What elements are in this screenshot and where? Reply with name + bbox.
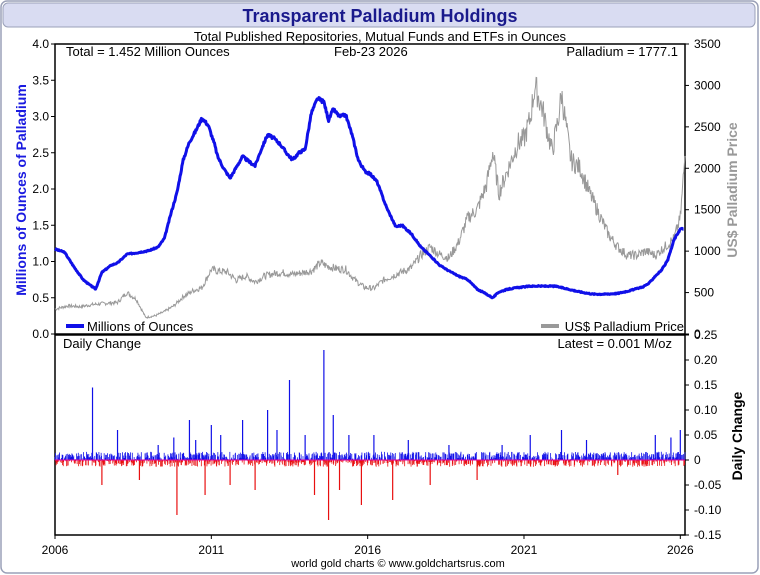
credit-line: world gold charts © www.goldchartsrus.co…	[290, 558, 505, 570]
y-left-tick-label: 1.0	[32, 255, 49, 269]
y-left-tick-label: 0.0	[32, 327, 49, 341]
y-daily-tick-label: 0	[694, 453, 701, 467]
y-right-tick-label: 1000	[694, 244, 721, 258]
y-left-tick-label: 1.5	[32, 218, 49, 232]
y-daily-tick-label: -0.05	[694, 478, 722, 492]
total-readout: Total = 1.452 Million Ounces	[66, 44, 230, 59]
x-tick-label: 2021	[511, 543, 538, 557]
y-left-tick-label: 4.0	[32, 37, 49, 51]
y-axis-left-label: Millions of Ounces of Palladium	[13, 84, 29, 296]
daily-change-title: Daily Change	[63, 336, 141, 351]
y-daily-tick-label: 0.25	[694, 328, 718, 342]
x-tick-label: 2016	[354, 543, 381, 557]
y-daily-tick-label: 0.15	[694, 378, 718, 392]
x-tick-label: 2011	[198, 543, 224, 557]
latest-readout: Latest = 0.001 M/oz	[557, 336, 672, 351]
chart-subtitle: Total Published Repositories, Mutual Fun…	[194, 29, 567, 44]
y-left-tick-label: 2.5	[32, 146, 49, 160]
x-axis-ticks: 2006 2011 2016 2021 2026	[42, 535, 694, 557]
lower-panel	[54, 334, 686, 536]
y-daily-tick-label: -0.15	[694, 528, 722, 542]
y-left-tick-label: 2.0	[32, 182, 49, 196]
price-line	[54, 76, 686, 319]
y-axis-left-ticks: 0.0 0.5 1.0 1.5 2.0 2.5 3.0 3.5 4.0	[32, 37, 55, 341]
y-daily-tick-label: 0.10	[694, 403, 718, 417]
x-tick-label: 2006	[42, 543, 69, 557]
y-right-tick-label: 2500	[694, 120, 721, 134]
y-axis-right-ticks: 0 500 1000 1500 2000 2500 3000 3500	[685, 37, 721, 341]
y-right-tick-label: 3500	[694, 37, 721, 51]
y-right-tick-label: 500	[694, 286, 714, 300]
y-right-tick-label: 2000	[694, 161, 721, 175]
y-left-tick-label: 0.5	[32, 291, 49, 305]
holdings-line	[54, 96, 685, 300]
legend-holdings-label: Millions of Ounces	[87, 319, 194, 334]
y-axis-daily-label: Daily Change	[729, 391, 745, 480]
palladium-price-readout: Palladium = 1777.1	[566, 44, 678, 59]
y-daily-tick-label: -0.10	[694, 503, 722, 517]
upper-panel	[54, 43, 686, 335]
title-box	[2, 2, 756, 28]
y-left-tick-label: 3.0	[32, 110, 49, 124]
y-right-tick-label: 0	[694, 327, 701, 341]
legend-price-label: US$ Palladium Price	[565, 319, 684, 334]
y-axis-right-label: US$ Palladium Price	[724, 122, 740, 258]
price-series	[54, 76, 686, 319]
y-left-tick-label: 3.5	[32, 73, 49, 87]
holdings-series	[54, 96, 685, 300]
daily-change-bars	[54, 350, 686, 520]
y-right-tick-label: 3000	[694, 78, 721, 92]
x-tick-label: 2026	[667, 543, 694, 557]
y-daily-tick-label: 0.20	[694, 353, 718, 367]
y-axis-daily-ticks: 0.25 0.20 0.15 0.10 0.05 0 -0.05 -0.10 -0.15	[685, 328, 722, 542]
y-daily-tick-label: 0.05	[694, 428, 718, 442]
date-readout: Feb-23 2026	[334, 44, 408, 59]
y-right-tick-label: 1500	[694, 203, 721, 217]
chart-title: Transparent Palladium Holdings	[242, 6, 517, 26]
